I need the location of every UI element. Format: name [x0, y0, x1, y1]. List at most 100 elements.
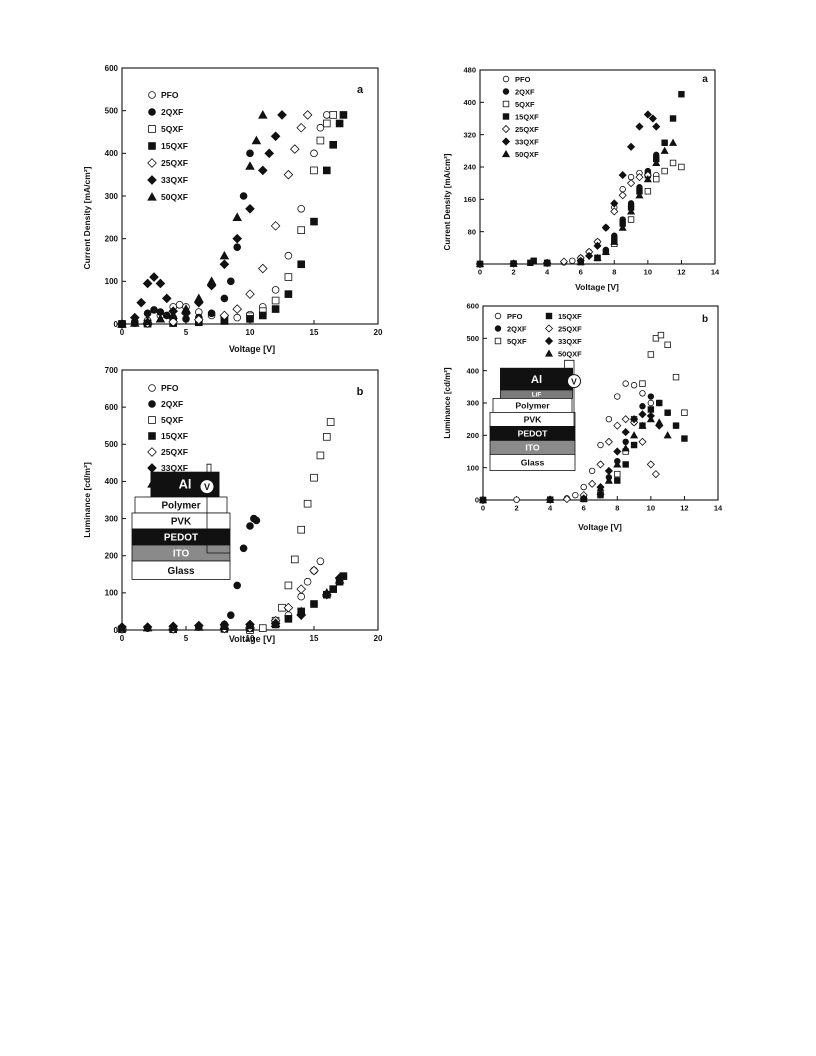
data-point	[647, 393, 655, 400]
data-point	[329, 111, 337, 119]
legend-marker	[502, 113, 510, 120]
data-point	[604, 437, 613, 446]
device-stack-inset: Al Polymer PVK PEDOT ITO Glass V	[131, 463, 231, 580]
y-tick-label: 100	[466, 463, 479, 472]
data-point	[310, 166, 318, 175]
data-point	[168, 310, 178, 320]
series-5QXF	[246, 418, 335, 634]
x-tick-label: 10	[647, 504, 655, 513]
panel-label: b	[702, 314, 708, 325]
data-point	[678, 163, 685, 171]
y-tick-label: 200	[105, 234, 119, 243]
data-point	[614, 393, 621, 400]
data-point	[284, 581, 293, 590]
series-33QXF	[117, 110, 287, 329]
data-point	[232, 304, 243, 314]
data-point	[233, 313, 242, 322]
data-point	[643, 110, 652, 119]
x-tick-label: 4	[548, 504, 553, 513]
data-point	[588, 479, 597, 488]
data-point	[227, 611, 235, 619]
data-point	[193, 314, 204, 325]
data-point	[309, 565, 319, 576]
legend-label: 33QXF	[161, 463, 188, 473]
data-point	[627, 142, 636, 151]
data-point	[618, 191, 627, 200]
legend-marker	[501, 137, 511, 146]
data-point	[335, 119, 344, 128]
data-point	[596, 487, 605, 496]
data-point	[136, 297, 147, 308]
data-point	[646, 460, 655, 469]
legend-label: 33QXF	[515, 138, 539, 147]
data-point	[284, 615, 293, 623]
legend-marker	[494, 312, 502, 320]
data-point	[585, 251, 594, 260]
x-tick-label: 0	[120, 634, 125, 643]
y-tick-label: 0	[475, 496, 479, 505]
data-point	[194, 622, 204, 631]
data-point	[627, 179, 636, 188]
data-point	[289, 144, 300, 154]
legend-marker	[148, 142, 156, 150]
circuit-wire	[564, 359, 575, 440]
data-point	[117, 623, 127, 632]
data-point	[562, 494, 571, 504]
legend-marker	[147, 192, 157, 201]
data-point	[638, 421, 647, 429]
series-33QXF	[475, 110, 661, 269]
series-50QXF	[117, 110, 268, 328]
legend-label: 2QXF	[161, 107, 183, 117]
data-point	[143, 309, 152, 318]
legend-label: 25QXF	[161, 447, 188, 457]
legend-marker	[501, 124, 511, 134]
legend-label: 25QXF	[515, 125, 539, 134]
data-point	[638, 437, 647, 446]
data-point	[619, 186, 626, 193]
data-point	[669, 115, 677, 122]
x-tick-label: 15	[310, 328, 319, 337]
y-tick-label: 400	[463, 98, 476, 107]
y-tick-label: 80	[468, 227, 476, 236]
x-tick-label: 8	[615, 504, 619, 513]
data-point	[681, 435, 688, 442]
data-point	[245, 203, 255, 214]
data-point	[580, 483, 587, 491]
data-point	[233, 581, 242, 590]
data-point	[638, 410, 647, 419]
data-point	[579, 494, 588, 502]
y-tick-label: 500	[105, 440, 119, 449]
data-point	[635, 122, 644, 131]
data-point	[303, 499, 312, 508]
data-point	[621, 428, 630, 437]
legend-marker	[501, 149, 511, 158]
data-point	[644, 188, 652, 195]
data-point	[284, 273, 293, 281]
legend-label: 5QXF	[161, 415, 183, 425]
y-tick-label: 500	[466, 334, 479, 343]
circuit-wire	[206, 463, 230, 554]
y-tick-label: 0	[114, 320, 119, 329]
data-point	[316, 136, 325, 145]
data-point	[168, 317, 179, 327]
series-5QXF	[476, 159, 685, 268]
y-axis-label: Luminance [cd/m²]	[443, 367, 452, 438]
legend-label: 25QXF	[558, 325, 582, 334]
legend: PFO 2QXF 5QXF 15QXF 25QXF 33QXF 50QXF	[147, 90, 188, 202]
data-point	[251, 135, 262, 145]
data-point	[297, 226, 306, 234]
x-tick-label: 6	[582, 504, 586, 513]
x-tick-label: 0	[481, 504, 485, 513]
data-point	[621, 415, 630, 424]
legend-label: 5QXF	[515, 100, 535, 109]
data-point	[322, 587, 332, 597]
data-point	[639, 390, 646, 397]
y-tick-label: 0	[114, 626, 119, 635]
legend-marker	[544, 349, 554, 357]
legend-label: 5QXF	[161, 124, 183, 134]
data-point	[316, 557, 325, 566]
data-point	[155, 278, 166, 289]
legend-label: 50QXF	[161, 192, 188, 202]
x-tick-label: 10	[644, 268, 652, 277]
y-tick-label: 300	[105, 514, 119, 523]
